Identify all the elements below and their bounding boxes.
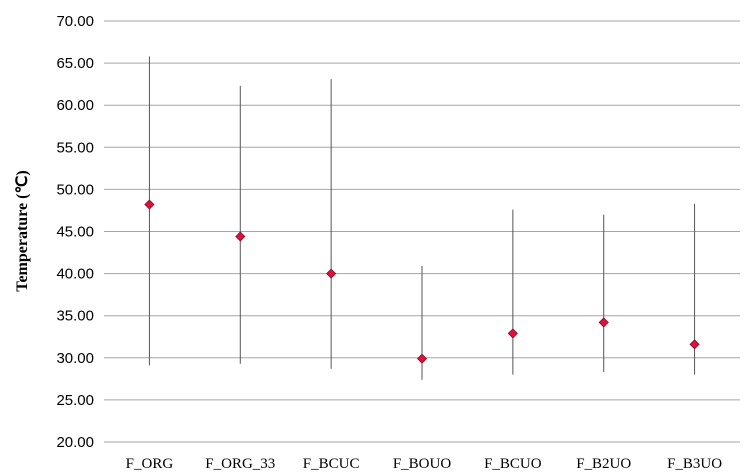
y-tick-label: 65.00 bbox=[56, 55, 94, 72]
x-tick-label: F_B2UO bbox=[576, 456, 631, 472]
x-tick-label: F_ORG_33 bbox=[205, 456, 275, 472]
y-tick-label: 45.00 bbox=[56, 224, 94, 241]
mean-marker bbox=[235, 231, 246, 242]
x-tick-label: F_B3UO bbox=[667, 456, 722, 472]
y-tick-label: 70.00 bbox=[56, 13, 94, 30]
mean-marker bbox=[507, 328, 518, 339]
y-tick-label: 30.00 bbox=[56, 350, 94, 367]
y-tick-labels: 20.00 25.00 30.00 35.00 40.00 45.00 50.00 55.00… bbox=[56, 13, 94, 451]
y-tick-label: 55.00 bbox=[56, 139, 94, 156]
mean-marker bbox=[689, 339, 700, 350]
mean-marker bbox=[326, 268, 337, 279]
y-tick-label: 35.00 bbox=[56, 308, 94, 325]
x-tick-label: F_BCUC bbox=[303, 456, 360, 472]
x-tick-label: F_BCUO bbox=[484, 456, 542, 472]
y-tick-label: 40.00 bbox=[56, 266, 94, 283]
x-tick-label: F_BOUO bbox=[393, 456, 452, 472]
y-tick-label: 60.00 bbox=[56, 97, 94, 114]
y-axis-title: Temperature (℃) bbox=[14, 170, 31, 292]
x-tick-labels: F_ORG F_ORG_33 F_BCUC F_BOUO F_BCUO F_B2UO F_B… bbox=[126, 456, 723, 472]
y-tick-label: 25.00 bbox=[56, 392, 94, 409]
mean-marker bbox=[416, 353, 428, 364]
mean-marker bbox=[144, 199, 155, 210]
y-tick-label: 50.00 bbox=[56, 181, 94, 198]
y-tick-label: 20.00 bbox=[56, 434, 94, 451]
range-lines bbox=[148, 56, 696, 380]
mean-markers bbox=[144, 199, 700, 364]
mean-marker bbox=[598, 317, 609, 328]
x-tick-label: F_ORG bbox=[126, 456, 174, 472]
